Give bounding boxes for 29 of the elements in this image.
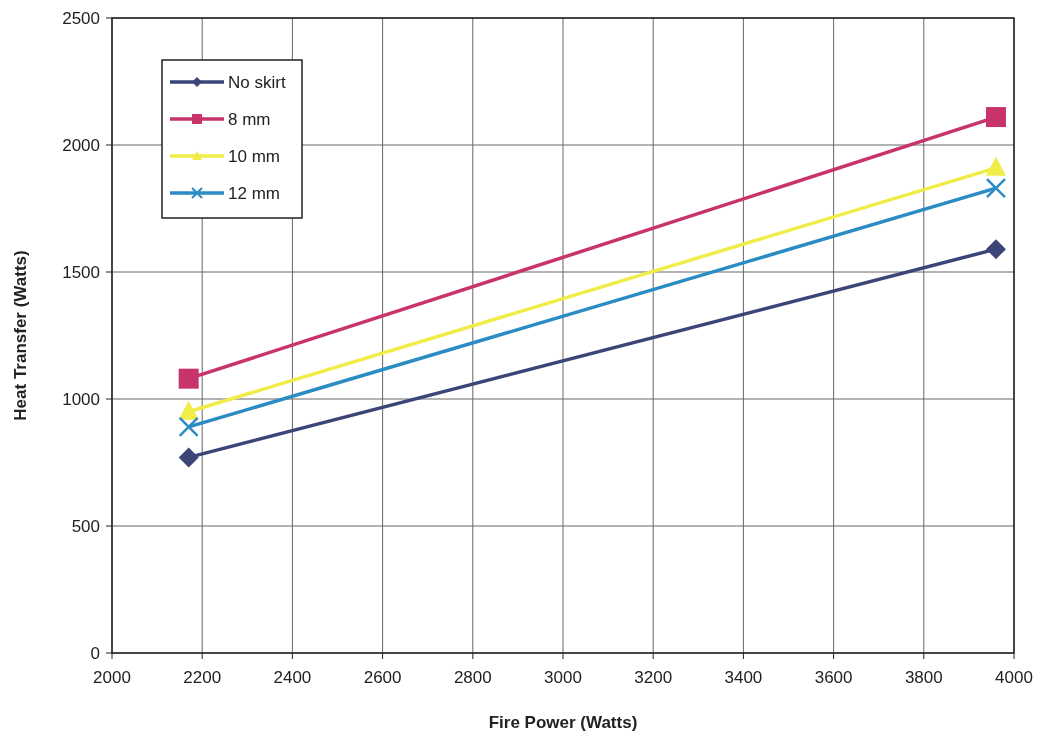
- x-tick-label: 3800: [904, 668, 943, 687]
- x-tick-label: 3400: [724, 668, 763, 687]
- x-tick-label: 3000: [544, 668, 582, 687]
- y-tick-label: 0: [90, 644, 100, 663]
- y-tick-label: 500: [71, 517, 100, 536]
- x-tick-label: 2600: [363, 668, 402, 687]
- point: [178, 447, 199, 468]
- point: [178, 368, 199, 389]
- y-tick-label: 1500: [62, 263, 100, 282]
- legend-label: No skirt: [228, 73, 286, 92]
- x-tick-label: 2400: [273, 668, 312, 687]
- x-tick-label: 3600: [814, 668, 853, 687]
- legend-label: 10 mm: [228, 147, 280, 166]
- point: [178, 416, 199, 438]
- legend-label: 8 mm: [228, 110, 271, 129]
- y-tick-label: 2000: [62, 136, 100, 155]
- y-axis-title: Heat Transfer (Watts): [11, 250, 30, 421]
- x-tick-label: 4000: [995, 668, 1033, 687]
- legend-label: 12 mm: [228, 184, 280, 203]
- x-tick-label: 2000: [93, 668, 131, 687]
- point: [985, 239, 1006, 260]
- point: [985, 107, 1006, 128]
- x-tick-label: 2800: [453, 668, 492, 687]
- y-tick-label: 1000: [62, 390, 100, 409]
- x-tick-label: 3200: [634, 668, 673, 687]
- x-tick-label: 2200: [183, 668, 222, 687]
- y-tick-label: 2500: [62, 9, 100, 28]
- x-axis-title: Fire Power (Watts): [488, 713, 638, 732]
- point: [985, 177, 1007, 199]
